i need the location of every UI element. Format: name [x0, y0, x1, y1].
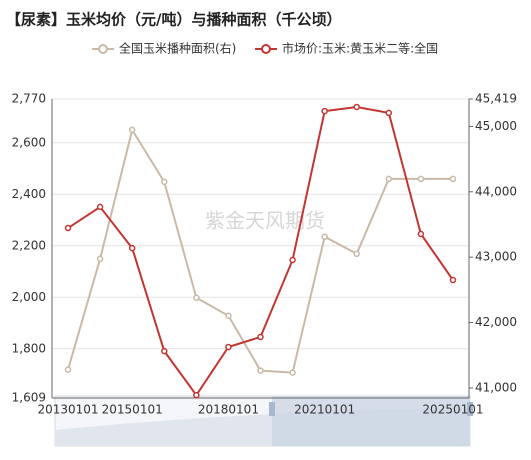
y-tick-label: 2,770	[12, 92, 46, 106]
x-tick-label: 20210101	[294, 403, 355, 417]
data-point	[128, 244, 136, 252]
data-point	[96, 255, 104, 263]
x-tick-label: 20180101	[198, 403, 259, 417]
data-point	[225, 312, 232, 319]
data-point	[449, 276, 457, 284]
data-point	[385, 175, 393, 183]
data-point	[353, 250, 360, 258]
data-zoom[interactable]	[54, 395, 473, 447]
data-point	[321, 233, 328, 241]
data-point	[257, 367, 264, 374]
chart-title: 【尿素】玉米均价（元/吨）与播种面积（千公顷）	[6, 11, 341, 29]
data-point	[289, 369, 296, 376]
series-line	[67, 105, 454, 397]
y-tick-label: 2,400	[12, 187, 46, 201]
data-point	[353, 103, 360, 111]
y2-tick-label: 42,000	[475, 315, 517, 329]
y-tick-label: 1,609	[12, 391, 46, 405]
x-tick-label: 20150101	[102, 403, 163, 417]
data-point	[321, 107, 328, 115]
zoom-handle[interactable]	[467, 402, 473, 416]
zoom-handle[interactable]	[269, 402, 275, 416]
data-point	[257, 333, 264, 341]
y2-tick-label: 45,419	[475, 92, 517, 106]
y-tick-label: 1,800	[12, 341, 46, 355]
y-tick-label: 2,600	[12, 135, 46, 149]
data-point	[128, 126, 136, 134]
legend-label: 市场价:玉米:黄玉米二等:全国	[282, 41, 438, 56]
data-point	[96, 203, 104, 211]
data-point	[417, 175, 425, 183]
legend-marker	[98, 44, 108, 54]
data-point	[449, 175, 457, 183]
y-tick-label: 2,000	[12, 290, 46, 304]
y2-tick-label: 45,000	[475, 119, 517, 133]
data-point	[385, 109, 393, 117]
legend-label: 全国玉米播种面积(右)	[119, 41, 236, 56]
y2-tick-label: 41,000	[475, 380, 517, 394]
zoom-window[interactable]	[272, 396, 470, 446]
data-point	[193, 391, 200, 399]
data-point	[289, 256, 296, 264]
y2-tick-label: 43,000	[475, 250, 517, 264]
data-point	[161, 347, 168, 355]
data-point	[225, 343, 232, 351]
data-point	[64, 224, 72, 232]
x-tick-label: 20250101	[422, 403, 483, 417]
x-tick-label: 20130101	[37, 403, 98, 417]
watermark: 紫金天风期货	[205, 209, 325, 233]
y2-tick-label: 44,000	[475, 184, 517, 198]
legend-marker	[261, 44, 271, 54]
data-point	[193, 294, 200, 301]
data-point	[64, 366, 72, 373]
data-point	[161, 178, 168, 186]
y-tick-label: 2,200	[12, 238, 46, 252]
data-point	[417, 230, 425, 238]
